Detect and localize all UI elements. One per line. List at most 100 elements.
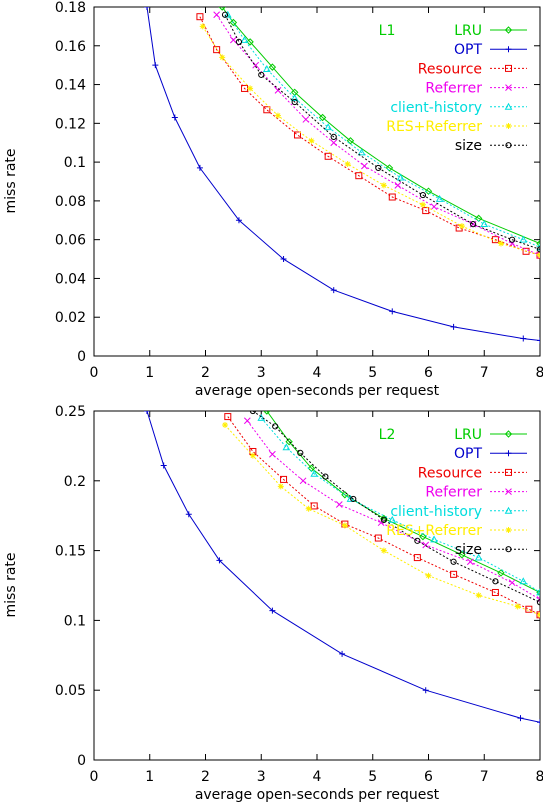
legend-marker-resource — [505, 64, 512, 72]
chart-panel-1: 0 1 2 3 4 5 6 7 8 0 0.02 0.04 0.06 0.08 0.1 0.12 0.14 0.1… — [3, 0, 543, 399]
legend-label-resource: Resource — [418, 61, 482, 77]
data-point-client-history — [282, 443, 291, 451]
data-point-size — [249, 411, 256, 415]
data-point-res-referrer — [537, 252, 540, 259]
legend-marker-referrer — [505, 488, 512, 495]
legend: L2 LRU OPT Resource Referrer client-history RE… — [379, 427, 527, 558]
y-tick-label: 0.1 — [64, 155, 86, 171]
x-tick-label: 8 — [536, 769, 543, 785]
y-axis-title: miss rate — [3, 148, 19, 213]
legend-marker-opt — [505, 46, 512, 53]
series-group — [143, 7, 540, 344]
legend-marker-lru — [504, 430, 513, 438]
data-point-referrer — [302, 116, 310, 123]
x-tick-label: 2 — [201, 365, 210, 381]
data-point-client-history — [346, 494, 355, 502]
series-line-lru — [221, 7, 540, 244]
y-tick-label: 0.05 — [55, 683, 86, 699]
data-point-lru — [346, 137, 355, 145]
data-point-res-referrer — [199, 23, 206, 30]
y-tick-label: 0.02 — [55, 310, 86, 326]
data-point-lru — [263, 411, 271, 415]
data-point-resource — [280, 475, 288, 483]
data-point-referrer — [335, 501, 343, 508]
x-tick-label: 6 — [424, 365, 433, 381]
legend-label-client-history: client-history — [390, 504, 482, 520]
data-point-lru — [536, 239, 540, 248]
y-tick-label: 0.15 — [55, 544, 86, 560]
data-point-referrer — [508, 579, 516, 587]
data-point-lru — [268, 63, 277, 71]
data-point-referrer — [394, 182, 402, 189]
x-axis-title: average open-seconds per request — [195, 383, 440, 399]
legend: L1 LRU OPT Resource Referrer client-history RE… — [379, 23, 527, 154]
y-tick-label: 0.2 — [64, 474, 86, 490]
x-tick-label: 4 — [313, 769, 322, 785]
legend-marker-size — [505, 142, 512, 149]
data-point-res-referrer — [537, 611, 540, 618]
data-point-res-referrer — [475, 592, 482, 599]
legend-marker-res-referrer — [505, 123, 512, 129]
data-point-lru — [318, 113, 327, 122]
data-point-size — [375, 164, 382, 172]
y-tick-label: 0.12 — [55, 116, 86, 132]
y-axis-title: miss rate — [3, 552, 19, 617]
data-point-res-referrer — [458, 223, 465, 230]
data-point-client-history — [519, 577, 528, 585]
data-point-size — [414, 537, 421, 544]
legend-label-size: size — [455, 138, 482, 154]
data-point-client-history — [223, 10, 232, 18]
data-point-size — [272, 423, 279, 430]
data-point-resource — [522, 247, 530, 255]
y-tick-label: 0.25 — [55, 404, 86, 420]
data-point-referrer — [213, 11, 221, 19]
legend-label-lru: LRU — [454, 427, 482, 443]
data-point-referrer — [430, 203, 438, 211]
legend-label-client-history: client-history — [390, 100, 482, 116]
x-axis-title: average open-seconds per request — [195, 787, 440, 803]
x-tick-label: 7 — [480, 365, 489, 381]
panel-label: L1 — [379, 23, 396, 39]
series-line-client-history — [227, 14, 540, 248]
legend-marker-res-referrer — [505, 527, 512, 533]
data-point-res-referrer — [419, 201, 426, 208]
data-point-client-history — [396, 173, 405, 181]
panel-label: L2 — [379, 427, 396, 443]
data-point-opt — [152, 62, 159, 69]
series-line-res-referrer — [202, 26, 540, 256]
data-point-lru — [229, 18, 238, 27]
data-point-client-history — [310, 469, 319, 477]
data-point-lru — [424, 187, 433, 195]
data-point-opt — [537, 337, 540, 344]
data-point-size — [536, 599, 540, 606]
x-tick-label: 5 — [368, 769, 377, 785]
data-point-resource — [422, 207, 430, 215]
data-point-referrer — [299, 477, 307, 485]
x-tick-label: 3 — [257, 769, 266, 785]
data-point-opt — [280, 256, 287, 263]
data-point-client-history — [262, 65, 271, 72]
data-point-res-referrer — [514, 603, 521, 610]
data-point-referrer — [269, 450, 276, 458]
data-point-opt — [330, 287, 337, 294]
data-point-size — [450, 558, 457, 565]
data-point-opt — [160, 462, 167, 469]
data-point-size — [322, 473, 329, 480]
x-tick-label: 4 — [313, 365, 322, 381]
y-tick-label: 0.08 — [55, 194, 86, 210]
data-point-resource — [355, 172, 363, 180]
legend-label-opt: OPT — [454, 446, 482, 462]
data-point-size — [470, 221, 477, 228]
plot-frame — [93, 410, 541, 761]
data-point-client-history — [388, 515, 397, 523]
legend-label-referrer: Referrer — [425, 485, 482, 501]
plot-frame — [93, 6, 541, 357]
data-point-size — [350, 495, 357, 503]
data-point-opt — [143, 411, 150, 414]
x-tick-label: 8 — [536, 365, 543, 381]
x-tick-label: 3 — [257, 365, 266, 381]
data-point-resource — [310, 502, 318, 510]
data-point-lru — [497, 569, 505, 577]
legend-marker-opt — [505, 450, 512, 457]
